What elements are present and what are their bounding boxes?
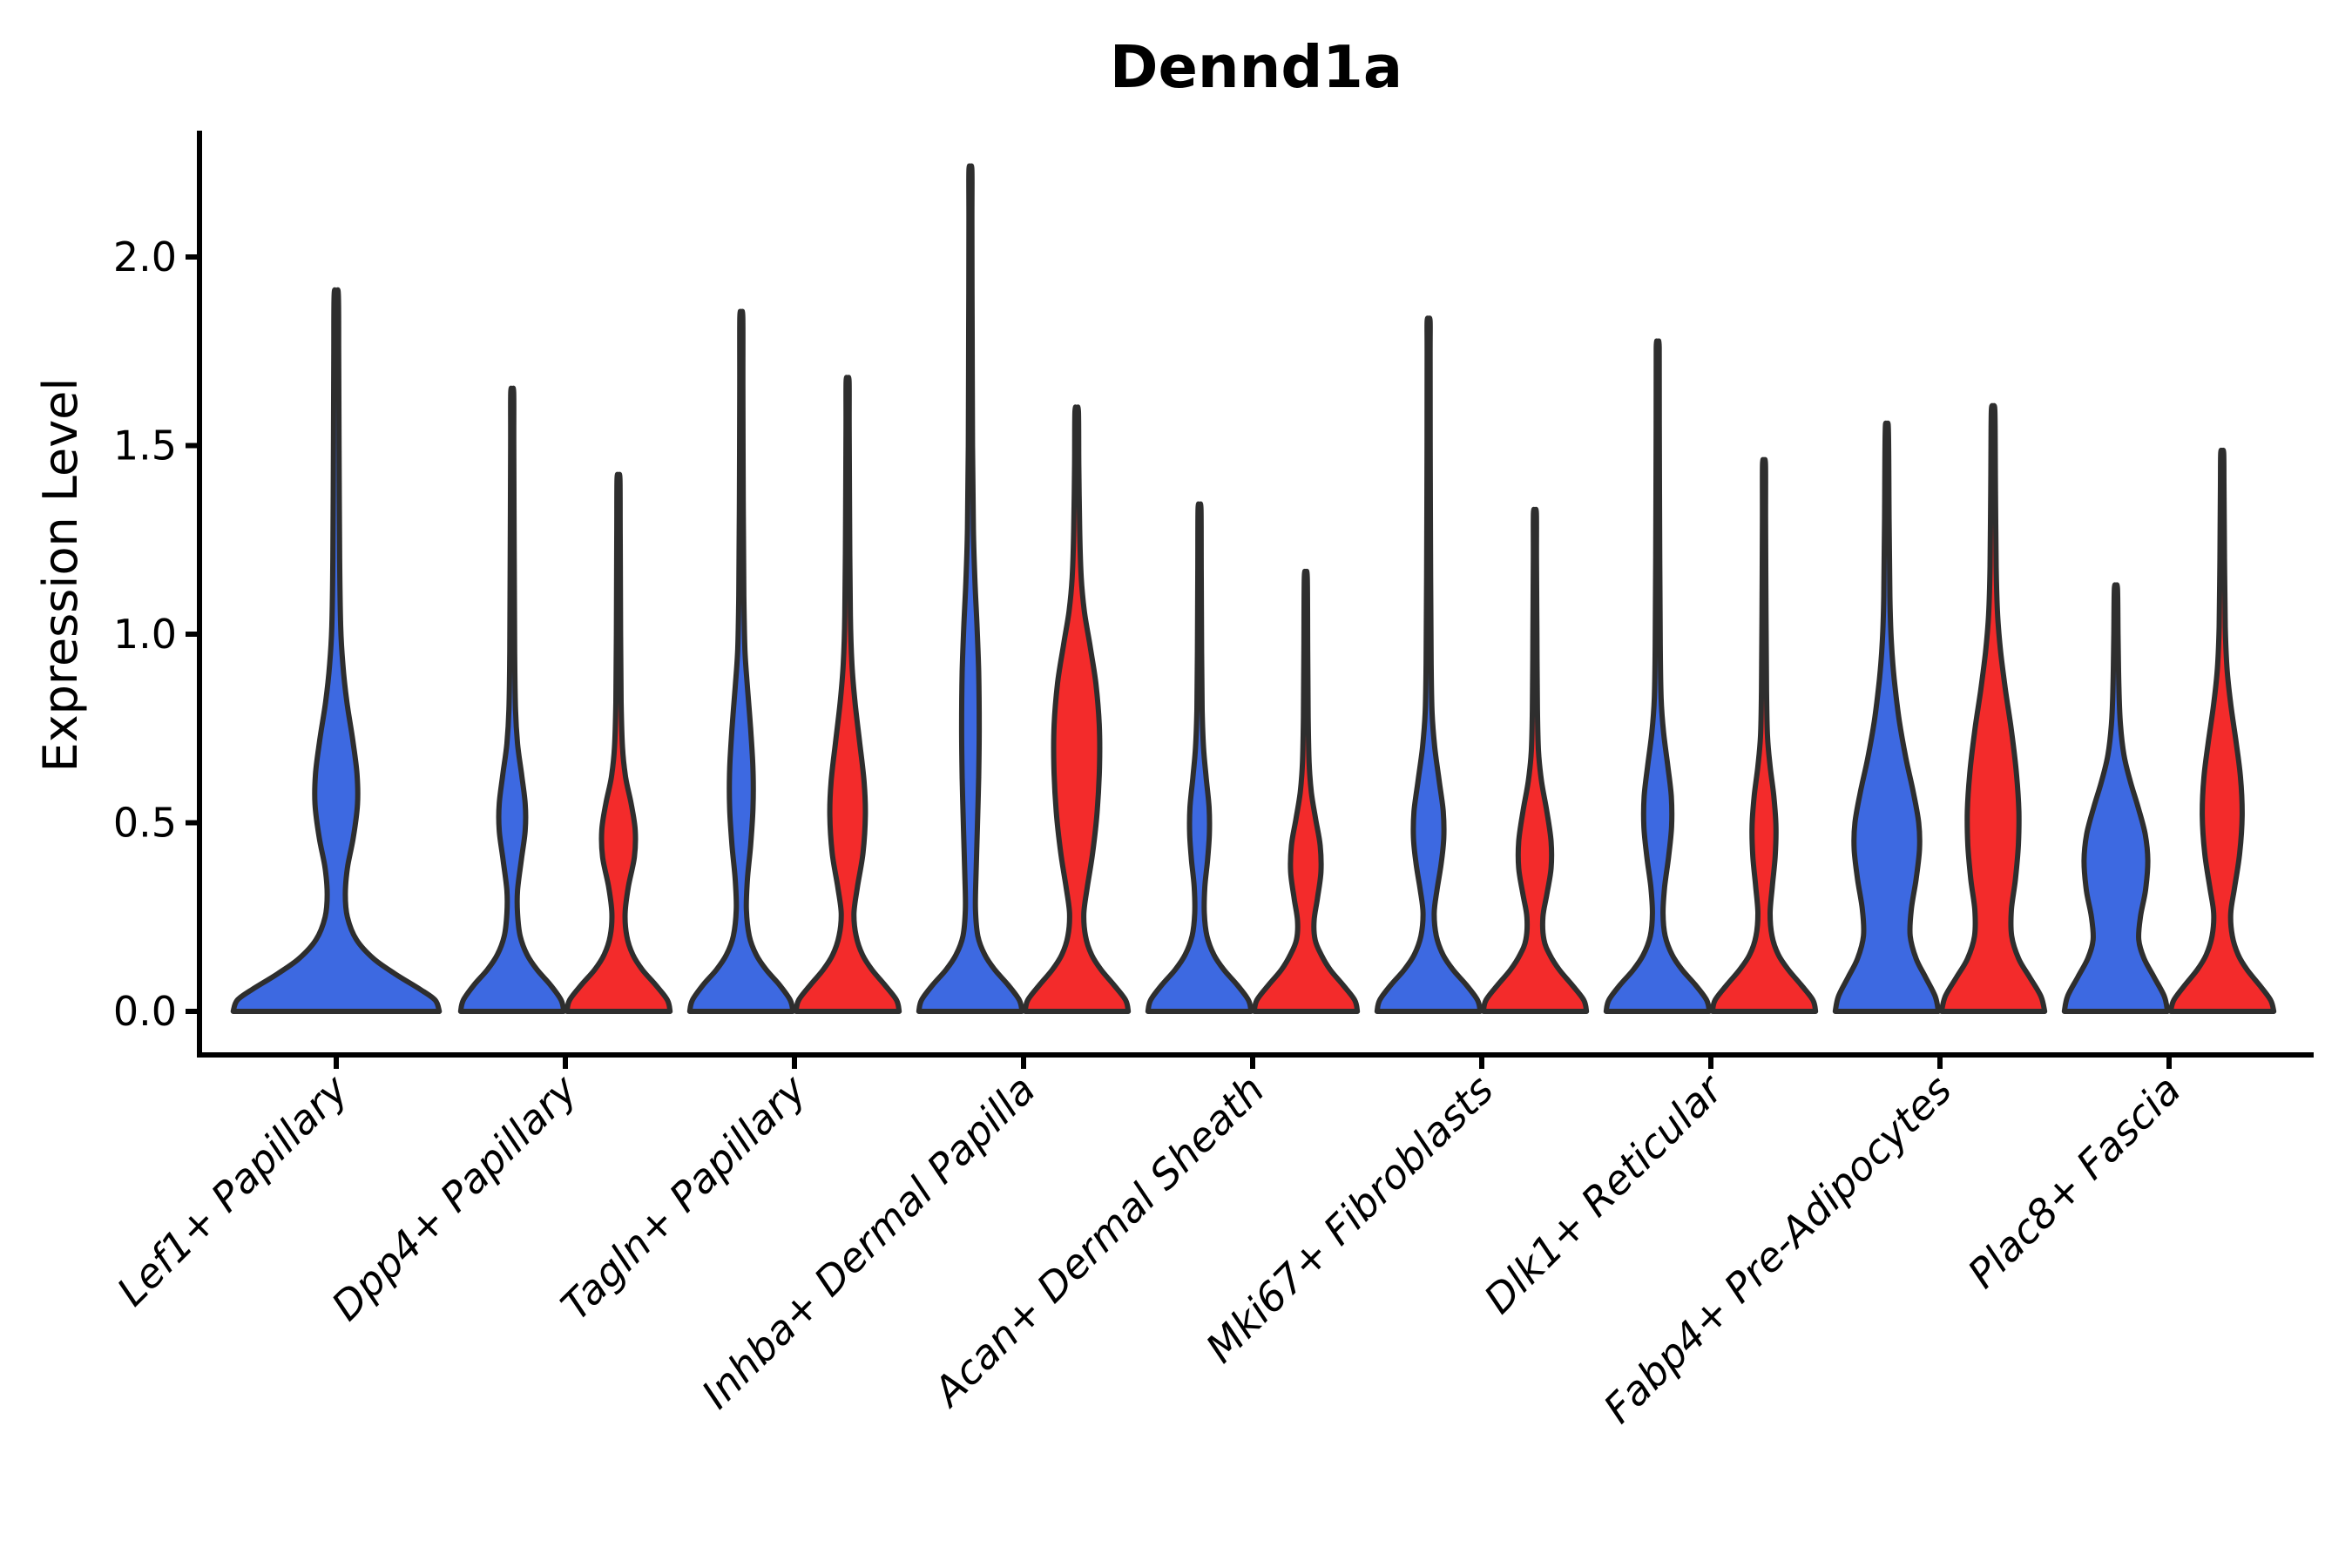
violin-dpp4-papillary-red — [564, 471, 673, 1014]
violin-tagln-papillary-red — [793, 375, 902, 1014]
y-tick-labels: 0.0 0.5 1.0 1.5 2.0 — [113, 233, 177, 1035]
violin-acan-dermal-sheath-blue — [1145, 501, 1254, 1014]
violin-tagln-papillary-blue — [686, 308, 796, 1014]
violin-lef1-papillary-blue — [230, 287, 443, 1014]
violin-inhba-dermal-papilla-blue — [916, 163, 1025, 1014]
violin-dpp4-papillary-blue — [457, 385, 567, 1014]
violin-fabp4-pre-adipocytes-blue — [1832, 420, 1942, 1014]
y-tick-label-1.0: 1.0 — [113, 611, 177, 658]
violin-fabp4-pre-adipocytes-red — [1938, 402, 2048, 1014]
violin-mki67-fibroblasts-red — [1480, 506, 1590, 1014]
axes-layer — [186, 131, 2314, 1069]
chart-title: Dennd1a — [1110, 33, 1402, 101]
violins-layer — [230, 163, 2277, 1014]
violin-dlk1-reticular-red — [1709, 456, 1819, 1014]
y-tick-label-1.5: 1.5 — [113, 422, 177, 470]
y-tick-label-0.5: 0.5 — [113, 800, 177, 847]
y-tick-label-0.0: 0.0 — [113, 988, 177, 1035]
violin-mki67-fibroblasts-blue — [1374, 315, 1484, 1014]
y-tick-label-2.0: 2.0 — [113, 233, 177, 280]
violin-inhba-dermal-papilla-red — [1022, 404, 1132, 1014]
y-axis-label: Expression Level — [33, 378, 88, 773]
violin-plac8-fascia-red — [2167, 447, 2277, 1014]
violin-acan-dermal-sheath-red — [1251, 568, 1361, 1014]
violin-plac8-fascia-blue — [2061, 582, 2171, 1014]
violin-dlk1-reticular-blue — [1603, 338, 1713, 1014]
